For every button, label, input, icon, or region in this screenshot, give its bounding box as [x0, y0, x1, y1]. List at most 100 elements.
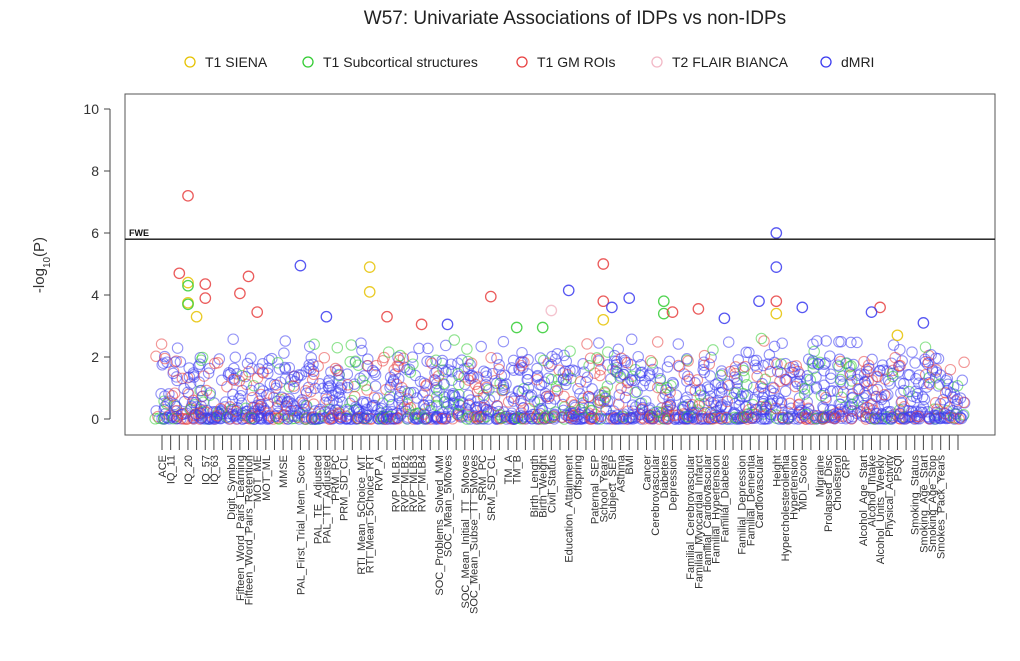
data-point [703, 383, 716, 395]
data-point [845, 360, 857, 372]
data-point [625, 359, 637, 371]
data-point [480, 370, 493, 382]
data-point [852, 382, 864, 395]
x-tick-label: SOC_Mean_Subse_TT_5Moves [468, 455, 480, 614]
data-point [170, 400, 183, 413]
data-point [341, 381, 354, 394]
data-point [484, 290, 497, 303]
data-point [811, 335, 823, 347]
legend-label: dMRI [841, 54, 874, 70]
data-point [522, 389, 534, 401]
data-point [925, 349, 937, 361]
data-point [560, 355, 573, 368]
data-point [917, 400, 930, 413]
data-point [462, 399, 475, 411]
data-point [248, 379, 260, 392]
x-tick-label: PAL_TT_Adjusted [321, 455, 333, 543]
data-point [577, 358, 589, 370]
data-point [906, 346, 918, 358]
data-point [498, 383, 510, 396]
data-point [833, 353, 846, 366]
x-tick-label: Smoking_Age_Start [918, 455, 930, 553]
data-point [560, 374, 572, 387]
data-point [593, 337, 605, 349]
data-point [664, 398, 676, 411]
x-tick-label: Birth_Weight [538, 455, 550, 518]
data-point [429, 367, 441, 379]
data-point [202, 367, 215, 379]
data-point [619, 391, 632, 404]
data-point [334, 382, 346, 394]
data-point [439, 339, 452, 352]
data-point [583, 360, 595, 372]
x-tick-label: PAL_First_Trial_Mem_Score [295, 455, 307, 595]
data-point [796, 301, 809, 314]
fwe-label: FWE [129, 228, 149, 238]
x-tick-label: Familial_Dementia [745, 454, 757, 546]
x-tick-label: MOT_ME [252, 455, 264, 502]
data-point [885, 412, 897, 425]
data-point [413, 342, 425, 355]
data-point [448, 334, 461, 346]
data-point [863, 362, 875, 375]
data-point [903, 385, 915, 398]
data-point [867, 384, 879, 396]
data-point [692, 303, 705, 315]
x-tick-label: SOC_Mean_5Moves [443, 455, 455, 558]
data-point [840, 357, 852, 370]
data-point [846, 398, 859, 411]
data-point [190, 310, 203, 323]
data-point [651, 336, 664, 348]
data-point [235, 389, 247, 402]
data-point [958, 356, 970, 369]
data-point [775, 397, 787, 409]
data-point [355, 337, 367, 349]
data-point [306, 374, 319, 386]
data-point [234, 287, 246, 300]
data-point [331, 364, 343, 377]
data-point [601, 380, 614, 392]
x-tick-label: IQ_20 [183, 455, 195, 485]
data-point [323, 382, 335, 394]
data-point [407, 358, 419, 370]
data-point [738, 371, 750, 383]
data-point [182, 276, 194, 289]
data-point [885, 357, 898, 370]
legend-label: T2 FLAIR BIANCA [672, 54, 789, 70]
data-point [199, 292, 212, 304]
data-point [418, 400, 431, 412]
data-point [574, 376, 587, 388]
data-point [651, 405, 663, 418]
data-point [362, 353, 374, 365]
x-tick-label: ACE [157, 455, 169, 478]
x-tick-label: Birth_Length [529, 455, 541, 517]
data-point [486, 367, 499, 380]
x-tick-label: RVP_MLB2 [399, 455, 411, 512]
data-point [697, 364, 709, 376]
data-point [617, 368, 630, 381]
data-point [779, 357, 792, 370]
x-tick-label: TM_A [503, 454, 515, 484]
data-point [565, 396, 578, 408]
x-tick-label: SOC_Mean_Initial_TT_5Moves [460, 455, 472, 609]
data-point [288, 380, 300, 392]
data-point [363, 286, 376, 298]
y-tick-label: 8 [91, 163, 99, 179]
data-point [367, 399, 379, 412]
data-point [682, 411, 694, 423]
data-point [245, 352, 257, 364]
data-point [534, 352, 547, 364]
data-point [507, 395, 520, 407]
data-point [837, 386, 850, 398]
x-tick-label: Fifteen_Word_Pairs_Retention [244, 455, 256, 605]
data-point [322, 377, 334, 389]
x-tick-label: RVP_MLB1 [391, 455, 403, 512]
data-point [789, 380, 802, 393]
data-point [294, 259, 307, 272]
y-axis-label-prefix: -log [31, 268, 48, 293]
data-point [834, 410, 847, 422]
data-point [682, 355, 694, 367]
data-point [577, 392, 589, 405]
data-point [844, 400, 856, 412]
data-point [424, 356, 437, 368]
